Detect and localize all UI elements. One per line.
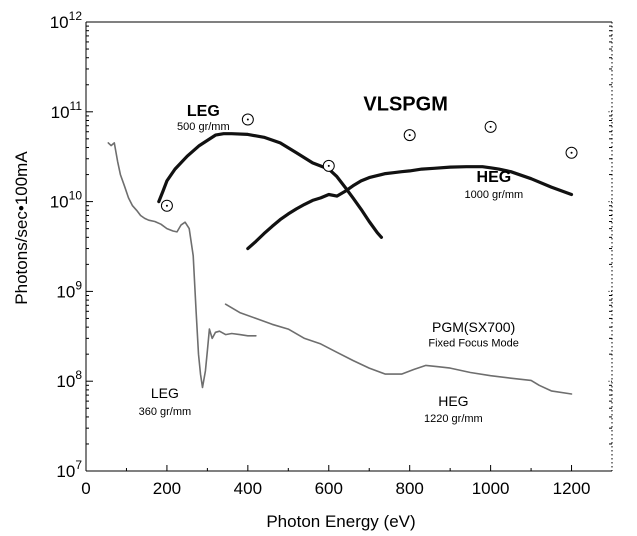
chart-annotation: 1000 gr/mm <box>465 189 524 201</box>
x-tick-label: 0 <box>81 479 90 498</box>
x-tick-label: 600 <box>315 479 343 498</box>
chart-annotation: VLSPGM <box>363 94 447 116</box>
chart-annotation: HEG <box>438 393 468 409</box>
series-layer <box>107 113 578 395</box>
chart-annotation: HEG <box>477 169 512 186</box>
x-tick-label: 1000 <box>472 479 510 498</box>
y-tick-label: 1012 <box>50 9 83 32</box>
y-axis: 107 108 109 1010 1011 1012 <box>50 9 612 481</box>
y-tick-label: 107 <box>56 458 82 481</box>
data-point-marker <box>322 159 335 172</box>
data-point-marker <box>565 146 578 159</box>
x-tick-label: 800 <box>396 479 424 498</box>
data-point-marker <box>403 129 416 142</box>
y-tick-label: 1010 <box>50 189 83 212</box>
x-tick-label: 1200 <box>553 479 591 498</box>
sx700-flux-curve <box>224 303 573 395</box>
chart-annotation: PGM(SX700) <box>432 319 515 335</box>
vlspgm-flux-curve <box>246 165 574 251</box>
chart-annotation: LEG <box>151 385 179 401</box>
plot-frame <box>85 21 613 472</box>
y-tick-label: 108 <box>56 368 82 391</box>
data-point-marker <box>484 120 497 133</box>
chart-annotation: 1220 gr/mm <box>424 413 483 425</box>
y-tick-label: 1011 <box>51 99 83 122</box>
vlspgm-flux-curve <box>157 132 383 239</box>
chart-annotation: 500 gr/mm <box>177 121 230 133</box>
x-axis-title: Photon Energy (eV) <box>266 512 415 531</box>
x-tick-label: 200 <box>153 479 181 498</box>
x-tick-label: 400 <box>234 479 262 498</box>
x-axis: 0 200 400 600 800 1000 1200 <box>81 465 590 498</box>
chart-annotation: 360 gr/mm <box>139 406 192 418</box>
data-point-marker <box>160 199 173 212</box>
sx700-flux-curve <box>107 142 257 389</box>
chart-annotation: Fixed Focus Mode <box>428 338 518 350</box>
chart-annotation: LEG <box>187 103 220 120</box>
y-axis-title: Photons/sec•100mA <box>12 151 31 305</box>
y-tick-label: 109 <box>56 278 82 301</box>
data-point-marker <box>241 113 254 126</box>
